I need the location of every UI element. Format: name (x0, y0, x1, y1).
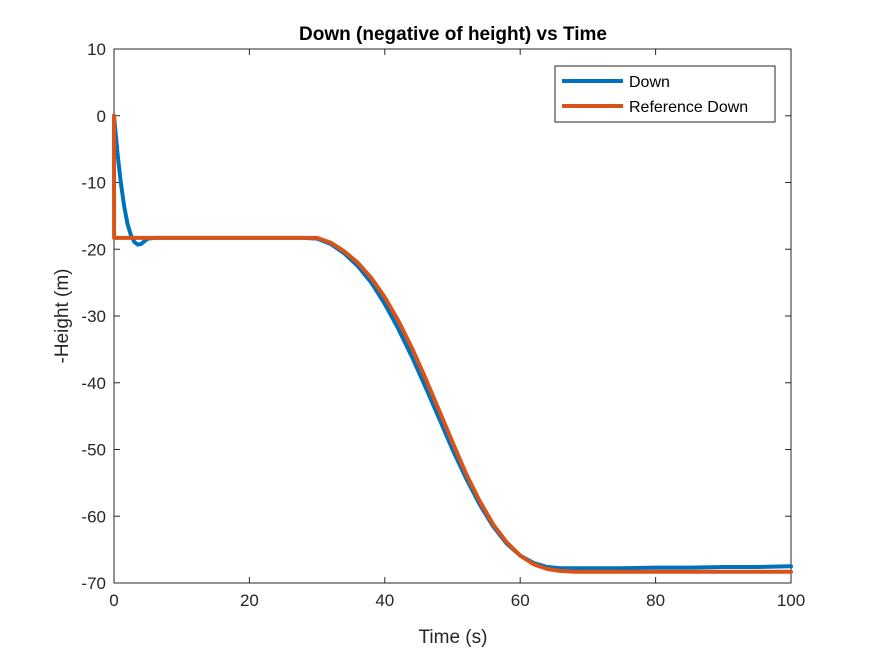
chart-title: Down (negative of height) vs Time (299, 24, 607, 45)
axes-box (113, 48, 792, 584)
y-tick-label: 0 (97, 107, 106, 126)
y-tick-label: -10 (81, 174, 106, 193)
series-layer (112, 113, 793, 574)
legend: Down Reference Down (554, 65, 776, 123)
x-tick-label: 60 (511, 591, 530, 610)
y-tick-label: -50 (81, 441, 106, 460)
legend-label: Reference Down (629, 99, 748, 116)
x-tick-label: 20 (240, 591, 259, 610)
legend-label: Down (629, 74, 670, 91)
y-tick-label: -30 (81, 307, 106, 326)
series-line-reference-down (112, 113, 793, 574)
x-tick-label: 0 (109, 591, 118, 610)
y-tick-label: 10 (87, 40, 106, 59)
x-axis-label: Time (s) (419, 627, 488, 648)
y-tick-label: -70 (81, 574, 106, 593)
x-tick-label: 40 (375, 591, 394, 610)
y-tick-label: -20 (81, 240, 106, 259)
y-tick-label: -40 (81, 374, 106, 393)
x-tick-label: 100 (777, 591, 805, 610)
plot-area (113, 48, 792, 584)
x-tick-label: 80 (646, 591, 665, 610)
series-line-down (112, 113, 793, 571)
y-axis-label: -Height (m) (52, 268, 73, 363)
legend-box (554, 65, 776, 123)
y-tick-label: -60 (81, 507, 106, 526)
